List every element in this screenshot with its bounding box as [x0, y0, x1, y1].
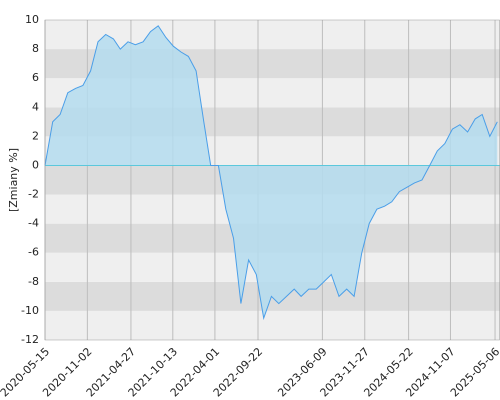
area	[45, 25, 498, 319]
y-tick-label: 4	[32, 100, 39, 113]
y-tick-label: -8	[28, 275, 39, 288]
y-tick-label: 0	[32, 158, 39, 171]
y-tick-label: 8	[32, 42, 39, 55]
y-tick-label: -2	[28, 188, 39, 201]
y-tick-label: 6	[32, 71, 39, 84]
y-tick-label: -4	[28, 217, 39, 230]
y-tick-label: -12	[21, 333, 39, 346]
y-tick-label: -10	[21, 304, 39, 317]
y-tick-label: 2	[32, 129, 39, 142]
line	[44, 25, 498, 321]
grid-band	[45, 20, 500, 50]
y-tick-label: 10	[25, 13, 39, 26]
y-axis-label: [Zmiany %]	[7, 148, 20, 212]
grid-band	[45, 310, 500, 340]
y-tick-label: -6	[28, 246, 39, 259]
